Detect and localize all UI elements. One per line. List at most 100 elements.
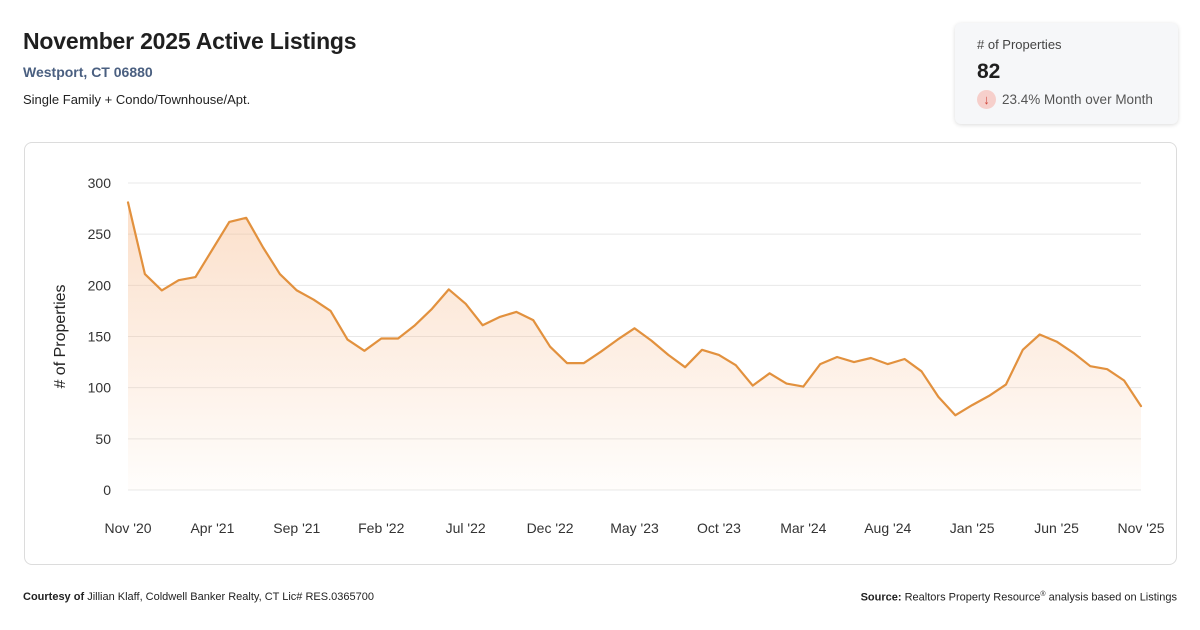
data-point bbox=[211, 248, 213, 250]
data-point bbox=[178, 279, 180, 281]
data-point bbox=[363, 350, 365, 352]
data-point bbox=[819, 363, 821, 365]
data-point bbox=[684, 366, 686, 368]
source-label: Source: bbox=[860, 591, 902, 604]
data-point bbox=[397, 337, 399, 339]
courtesy-text: Jillian Klaff, Coldwell Banker Realty, C… bbox=[87, 591, 374, 603]
kpi-change: ↓ 23.4% Month over Month bbox=[977, 90, 1178, 109]
data-point bbox=[870, 357, 872, 359]
data-point bbox=[228, 221, 230, 223]
data-point bbox=[1055, 341, 1057, 343]
y-tick-label: 100 bbox=[88, 380, 112, 396]
data-point bbox=[127, 201, 129, 203]
property-types: Single Family + Condo/Townhouse/Apt. bbox=[23, 92, 251, 107]
footer-courtesy: Courtesy of Jillian Klaff, Coldwell Bank… bbox=[23, 591, 374, 603]
y-tick-label: 250 bbox=[88, 226, 112, 242]
data-point bbox=[431, 308, 433, 310]
data-point bbox=[245, 217, 247, 219]
data-point bbox=[600, 351, 602, 353]
data-point bbox=[414, 324, 416, 326]
data-point bbox=[1022, 349, 1024, 351]
data-point bbox=[279, 273, 281, 275]
data-point bbox=[549, 346, 551, 348]
area-fill bbox=[128, 202, 1141, 490]
x-tick-label: Dec '22 bbox=[527, 520, 574, 536]
data-point bbox=[768, 372, 770, 374]
kpi-label: # of Properties bbox=[977, 37, 1062, 52]
data-point bbox=[802, 386, 804, 388]
data-point bbox=[988, 395, 990, 397]
source-text: analysis based on Listings bbox=[1048, 591, 1177, 604]
data-point bbox=[1005, 383, 1007, 385]
data-point bbox=[887, 363, 889, 365]
data-point bbox=[718, 354, 720, 356]
y-tick-label: 200 bbox=[88, 277, 112, 293]
x-tick-label: Mar '24 bbox=[780, 520, 826, 536]
header: November 2025 Active Listings Westport, … bbox=[23, 28, 357, 107]
x-tick-label: Jun '25 bbox=[1034, 520, 1079, 536]
x-tick-label: Feb '22 bbox=[358, 520, 404, 536]
x-tick-label: Sep '21 bbox=[273, 520, 320, 536]
y-axis-label: # of Properties bbox=[52, 284, 69, 388]
data-point bbox=[144, 273, 146, 275]
data-point bbox=[296, 289, 298, 291]
data-point bbox=[701, 349, 703, 351]
x-tick-label: Aug '24 bbox=[864, 520, 911, 536]
x-tick-label: Nov '20 bbox=[104, 520, 151, 536]
data-point bbox=[785, 382, 787, 384]
data-point bbox=[1140, 405, 1142, 407]
data-point bbox=[380, 337, 382, 339]
data-point bbox=[583, 362, 585, 364]
data-point bbox=[937, 396, 939, 398]
source-mark: ® bbox=[1040, 591, 1046, 598]
data-point bbox=[1072, 352, 1074, 354]
data-point bbox=[346, 338, 348, 340]
data-point bbox=[971, 404, 973, 406]
data-point bbox=[313, 299, 315, 301]
kpi-value: 82 bbox=[977, 60, 1001, 83]
footer-source: Source: Realtors Property Resource® anal… bbox=[861, 591, 1177, 604]
data-point bbox=[954, 414, 956, 416]
data-point bbox=[161, 289, 163, 291]
arrow-down-icon: ↓ bbox=[977, 90, 996, 109]
data-point bbox=[566, 362, 568, 364]
data-point bbox=[481, 324, 483, 326]
x-tick-label: Jul '22 bbox=[446, 520, 486, 536]
data-point bbox=[498, 316, 500, 318]
kpi-change-text: 23.4% Month over Month bbox=[1002, 92, 1153, 107]
data-point bbox=[1123, 379, 1125, 381]
source-brand: Realtors Property Resource bbox=[904, 591, 1041, 604]
data-point bbox=[667, 354, 669, 356]
location-subtitle: Westport, CT 06880 bbox=[23, 64, 153, 80]
data-point bbox=[836, 356, 838, 358]
x-tick-label: Jan '25 bbox=[950, 520, 995, 536]
data-point bbox=[633, 327, 635, 329]
x-tick-label: Nov '25 bbox=[1117, 520, 1164, 536]
data-point bbox=[448, 288, 450, 290]
kpi-card: # of Properties 82 ↓ 23.4% Month over Mo… bbox=[955, 23, 1178, 124]
listings-chart: 0 50 100 150 200 250 300 # of Properties Nov '20… bbox=[52, 175, 1165, 536]
y-tick-label: 0 bbox=[103, 482, 111, 498]
y-tick-label: 300 bbox=[88, 175, 112, 191]
y-tick-label: 50 bbox=[95, 431, 111, 447]
data-point bbox=[920, 370, 922, 372]
data-point bbox=[515, 311, 517, 313]
data-point bbox=[465, 303, 467, 305]
y-tick-label: 150 bbox=[88, 329, 112, 345]
data-point bbox=[735, 364, 737, 366]
data-point bbox=[650, 339, 652, 341]
data-point bbox=[532, 319, 534, 321]
data-point bbox=[617, 338, 619, 340]
x-tick-label: May '23 bbox=[610, 520, 659, 536]
chart-card: 0 50 100 150 200 250 300 # of Properties Nov '20… bbox=[24, 142, 1177, 565]
data-point bbox=[1106, 368, 1108, 370]
x-tick-label: Apr '21 bbox=[190, 520, 234, 536]
data-point bbox=[330, 310, 332, 312]
page-title: November 2025 Active Listings bbox=[23, 28, 357, 54]
data-point bbox=[853, 361, 855, 363]
data-point bbox=[262, 246, 264, 248]
series-line bbox=[126, 201, 1143, 417]
data-point bbox=[904, 358, 906, 360]
data-point bbox=[194, 276, 196, 278]
data-point bbox=[752, 385, 754, 387]
